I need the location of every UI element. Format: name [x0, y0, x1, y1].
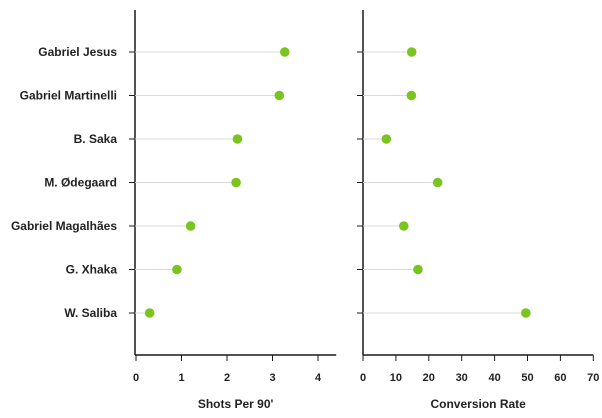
- category-label: Gabriel Magalhães: [11, 219, 117, 233]
- x-tick-label: 40: [488, 372, 500, 384]
- x-tick-label: 4: [315, 372, 322, 384]
- x-tick-label: 3: [269, 372, 275, 384]
- lollipop-point: [521, 308, 531, 318]
- category-label: G. Xhaka: [66, 263, 118, 277]
- x-tick-label: 70: [587, 372, 599, 384]
- x-tick-label: 10: [390, 372, 402, 384]
- lollipop-point: [274, 90, 285, 101]
- lollipop-point: [279, 47, 290, 57]
- x-tick-label: 20: [423, 372, 435, 384]
- lollipop-point: [231, 177, 241, 188]
- lollipop-point: [144, 308, 155, 318]
- category-label: M. Ødegaard: [44, 176, 117, 190]
- lollipop-point: [413, 264, 423, 275]
- category-label: W. Saliba: [64, 306, 117, 320]
- x-tick-label: 0: [133, 372, 139, 384]
- lollipop-point: [232, 134, 243, 144]
- lollipop-point: [172, 264, 182, 275]
- lollipop-point: [381, 134, 392, 144]
- category-label: Gabriel Jesus: [38, 45, 117, 59]
- x-tick-label: 0: [360, 372, 366, 384]
- lollipop-point: [406, 47, 417, 57]
- x-tick-label: 50: [521, 372, 533, 384]
- x-axis-title: Shots Per 90': [198, 397, 274, 411]
- lollipop-point: [185, 221, 196, 231]
- x-tick-label: 30: [456, 372, 468, 384]
- category-label: Gabriel Martinelli: [20, 89, 117, 103]
- lollipop-point: [432, 177, 443, 188]
- x-axis-title: Conversion Rate: [430, 397, 526, 411]
- x-tick-label: 1: [178, 372, 184, 384]
- x-tick-label: 2: [224, 372, 230, 384]
- lollipop-point: [398, 221, 409, 231]
- x-tick-label: 60: [554, 372, 566, 384]
- category-label: B. Saka: [74, 132, 118, 146]
- lollipop-point: [406, 90, 417, 101]
